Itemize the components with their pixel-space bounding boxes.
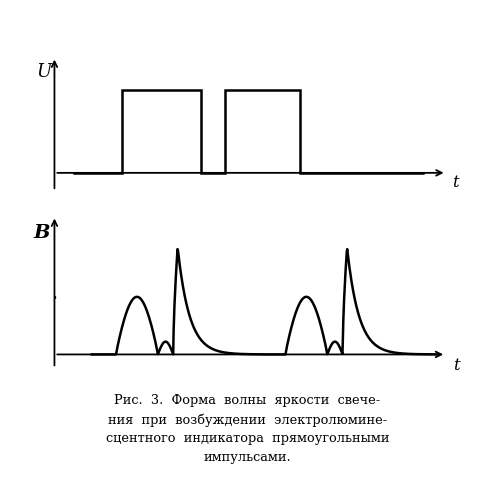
Text: U: U [36, 64, 51, 81]
Text: B: B [34, 224, 50, 242]
Text: t: t [452, 174, 459, 191]
Text: t: t [452, 357, 459, 374]
Text: Рис.  3.  Форма  волны  яркости  свече-
ния  при  возбуждении  электролюмине-
сц: Рис. 3. Форма волны яркости свече- ния п… [106, 394, 389, 464]
